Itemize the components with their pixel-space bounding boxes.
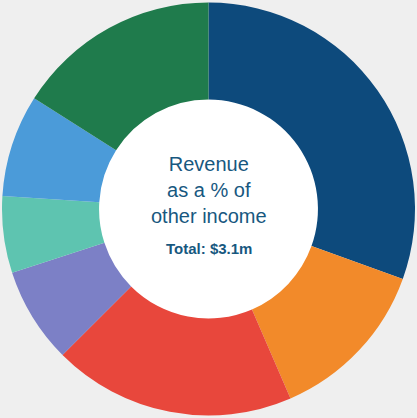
- svg-text:Total: $3.1m: Total: $3.1m: [166, 240, 252, 257]
- svg-text:Revenueas a % ofother income: Revenueas a % ofother income: [151, 153, 267, 227]
